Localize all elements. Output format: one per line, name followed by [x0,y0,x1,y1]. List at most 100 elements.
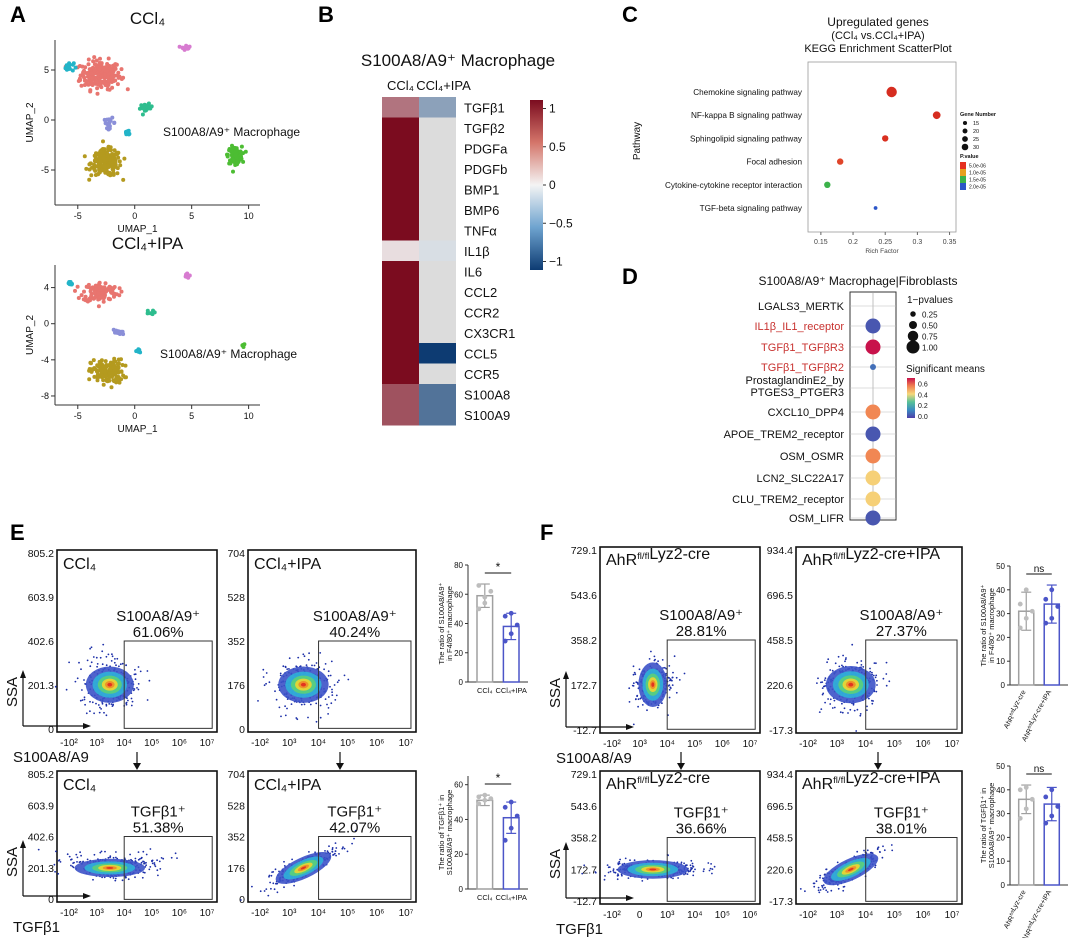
umap-point [97,168,102,173]
flow-x-tick-label: 10⁴ [858,739,873,750]
flow-y-tick-label: 0 [239,894,245,906]
significance-label: ns [1034,564,1045,575]
flow-event [668,677,671,679]
bar-y-tick-label: 0 [459,678,464,687]
flow-event [859,713,862,715]
bar-point [1049,787,1055,793]
flow-event [338,853,340,855]
flow-event [637,698,640,701]
flow-gate [123,836,213,900]
flow-y-arrowhead [563,671,569,679]
flow-event [141,876,144,879]
flow-y-tick-label: 543.6 [571,801,597,813]
flow-event [885,673,888,675]
heatmap-cell [382,302,419,323]
flow-event [319,716,322,719]
bar-point [476,794,482,800]
panel-label-f: F [540,520,553,545]
flow-event [663,666,666,669]
flow-event [607,871,610,874]
flow-event [134,857,137,860]
umap-point [86,62,91,67]
heatmap-cell [419,97,456,118]
kegg-pathway-label: NF-kappa B signaling pathway [691,111,803,120]
heatmap-colorbar [530,100,543,270]
dotplot-row-label: CXCL10_DPP4 [768,407,844,419]
flow-gate [318,640,412,729]
kegg-color-legend-label: 5.0e-06 [969,164,986,170]
umap-point [112,285,117,289]
flow-event [282,665,285,668]
flow-event [334,842,337,844]
flow-y-tick-label: 696.5 [767,801,793,813]
flow-event [162,857,165,860]
umap-point [147,105,152,110]
flow-event [683,873,685,876]
umap-panel: CCl₄ -5 0 5 10 5 0 -5 UMAP_1 UMAP_2 S100A8/A9⁺ Mac… [25,9,300,435]
flow-event [268,681,271,684]
flow-event [137,683,140,685]
bar-y-tick-label: 10 [996,657,1005,666]
umap-cluster [134,347,143,355]
flow-event [860,664,863,666]
flow-event [272,871,275,873]
umap-point [110,152,115,156]
flow-event [279,674,282,677]
flow-gate-percent: 40.24% [329,624,380,641]
heatmap-cell [382,138,419,159]
flow-event [130,704,133,707]
flow-event [121,662,124,665]
heatmap-row-label: PDGFa [464,141,508,156]
flow-event [690,859,693,862]
flow-event [313,664,316,667]
flow-event [105,704,108,707]
umap-point [110,374,115,378]
heatmap-cell [382,117,419,139]
kegg-pathway-label: Sphingolipid signaling pathway [690,134,803,143]
umap-point [88,360,93,365]
umap-point [101,295,106,300]
heatmap-cell [419,117,456,139]
flow-event [290,703,293,705]
flow-event [286,707,288,710]
heatmap-cell [382,199,419,221]
umap-point [112,379,117,384]
flow-event [324,663,327,665]
flow-event [79,851,81,854]
flow-event [324,698,327,700]
flow-event [315,720,318,723]
flow-event [632,673,635,676]
flow-y-tick-label: 0 [239,724,245,736]
flow-event [78,661,80,664]
bar-point [1017,601,1023,607]
heatmap-row-label: TNFα [464,223,497,238]
flow-x-tick-label: -10² [60,738,78,749]
flow-event [70,864,72,867]
colorbar-tick-label: −0.5 [549,216,573,230]
umap-point [107,123,112,128]
flow-event [291,858,293,861]
umap-cluster [111,327,126,337]
flow-event [353,837,355,840]
flow-event [839,711,842,714]
flow-event [110,703,113,705]
bar-y-tick-label: 40 [454,815,463,824]
umap-point [241,159,246,164]
kegg-scatter-panel: Upregulated genes(CCl₄ vs.CCl₄+IPA)KEGG … [632,15,997,255]
flow-x-label: TGFβ1 [556,921,603,938]
umap-point [116,155,121,160]
flow-event [885,684,888,687]
umap-point [187,44,192,49]
kegg-plot-area [807,61,957,233]
flow-event [683,862,685,865]
flow-plot-title: AhRfl/flLyz2-cre+IPA [802,546,940,569]
flow-x-tick-label: -10² [60,908,78,919]
kegg-color-legend-label: 2.0e-05 [969,185,986,191]
flow-event [127,699,129,702]
umap-point [101,378,106,383]
flow-event [866,709,868,711]
umap-point [98,56,102,61]
umap-x-tick-label: 0 [132,211,137,221]
flow-event [157,874,159,877]
flow-event [641,704,644,706]
